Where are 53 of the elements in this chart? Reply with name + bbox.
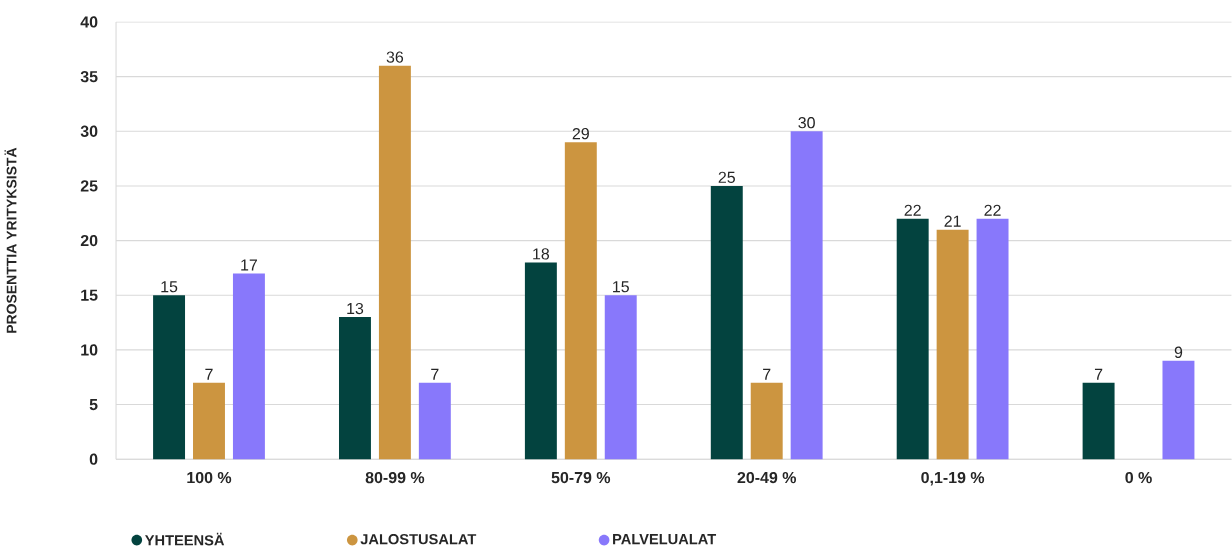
bar: [1162, 361, 1195, 460]
legend-label: PALVELUALAT: [613, 534, 717, 545]
x-tick-label: 20-49 %: [737, 472, 797, 484]
x-tick-label: 0,1-19 %: [921, 472, 985, 486]
bar: [524, 262, 557, 460]
data-label: 9: [1174, 346, 1183, 359]
data-label: 7: [205, 368, 213, 380]
data-label: 29: [572, 128, 589, 140]
y-tick-label: 0: [89, 453, 98, 466]
data-label: 30: [798, 117, 815, 129]
bar: [153, 295, 186, 460]
bar: [604, 295, 637, 460]
y-tick-label: 25: [80, 180, 98, 192]
data-label: 21: [944, 215, 961, 227]
bar: [1082, 382, 1115, 460]
data-label: 13: [347, 303, 364, 315]
x-tick-label: 0 %: [1125, 472, 1152, 484]
data-label: 22: [904, 204, 921, 216]
x-tick-label: 50-79 %: [551, 472, 611, 484]
bar: [710, 186, 743, 460]
y-tick-label: 10: [81, 344, 98, 356]
y-tick-label: 40: [80, 16, 98, 28]
bar: [418, 382, 451, 460]
data-label: 15: [613, 281, 629, 293]
legend-label: JALOSTUSALAT: [360, 534, 477, 545]
bar: [976, 218, 1009, 460]
bar: [564, 142, 597, 460]
bar: [193, 382, 225, 460]
y-axis-title: PROSENTTIA YRITYKSISTÄ: [4, 147, 17, 333]
bar: [896, 218, 929, 460]
data-label: 7: [1094, 368, 1103, 380]
x-tick-label: 100 %: [187, 472, 232, 484]
bar: [338, 317, 371, 460]
data-label: 18: [533, 248, 550, 260]
bar: [936, 229, 969, 460]
data-label: 25: [718, 171, 735, 184]
data-label: 36: [386, 51, 404, 63]
y-tick-label: 15: [81, 289, 98, 301]
data-label: 22: [984, 204, 1001, 216]
x-tick-label: 80-99 %: [365, 472, 425, 484]
y-tick-label: 35: [80, 71, 98, 83]
data-label: 17: [241, 259, 257, 271]
bar: [750, 382, 783, 460]
bar: [232, 273, 265, 460]
bar: [790, 131, 823, 460]
data-label: 15: [161, 281, 178, 293]
y-tick-label: 20: [80, 235, 98, 247]
data-label: 7: [763, 368, 771, 380]
bar: [378, 65, 411, 460]
legend-label: YHTEENSÄ: [145, 533, 225, 546]
y-tick-label: 30: [80, 125, 98, 138]
y-tick-label: 5: [89, 399, 98, 411]
data-label: 7: [431, 368, 439, 380]
